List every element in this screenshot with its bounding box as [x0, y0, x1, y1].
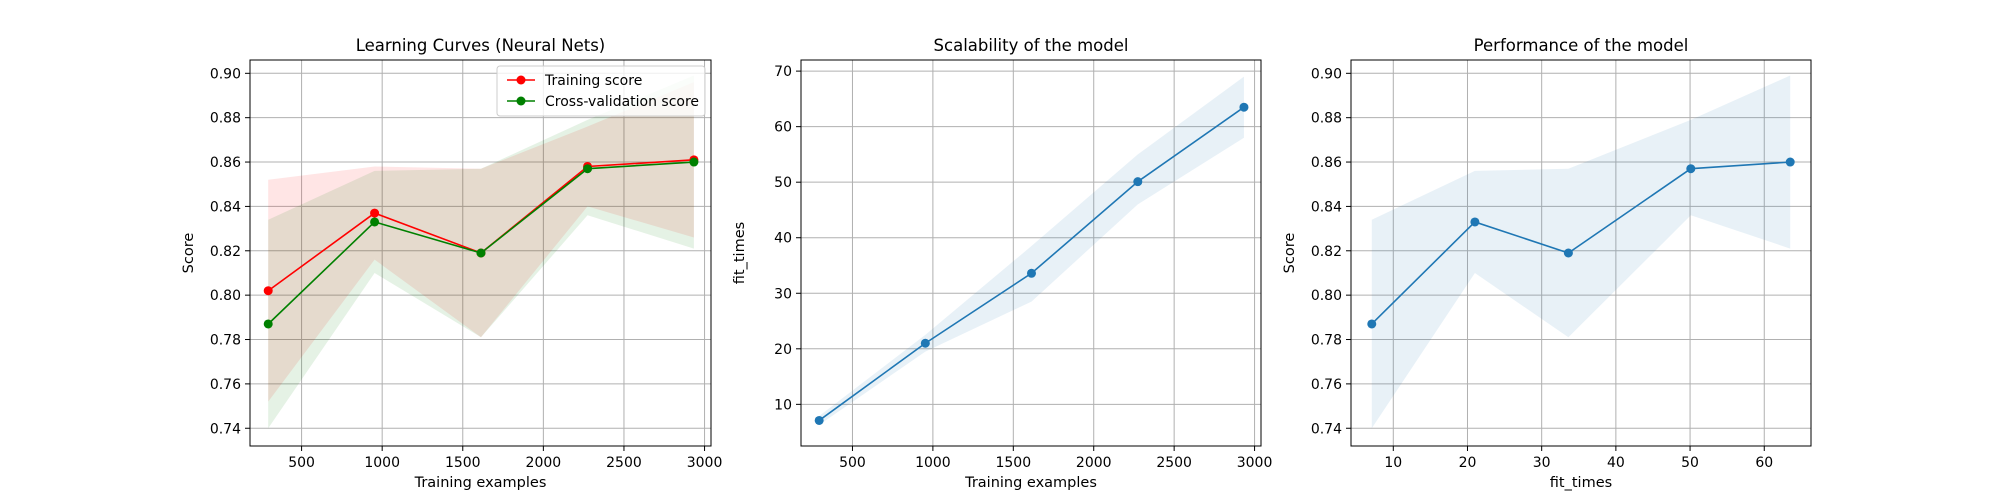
data-point — [583, 164, 593, 174]
y-tick-label: 0.90 — [210, 66, 241, 82]
data-point — [370, 217, 380, 227]
y-tick-label: 30 — [774, 286, 792, 302]
x-tick-label: 1000 — [915, 455, 951, 471]
y-tick-label: 0.86 — [1311, 155, 1342, 171]
chart-panel-2: 500 1000 1500 2000 2500 3000 10 20 30 40 50 60 70 Sca… — [732, 36, 1272, 491]
x-tick-label: 10 — [1384, 455, 1402, 471]
chart-panel-3: 10 20 30 40 50 60 0.74 0.76 0.78 0.80 0.82 0.84 0.86… — [1282, 36, 1812, 491]
confidence-band — [819, 76, 1244, 425]
data-point — [476, 248, 486, 258]
x-tick-label: 2000 — [1076, 455, 1112, 471]
y-tick-label: 0.84 — [1311, 199, 1342, 215]
y-tick-label: 0.80 — [210, 288, 241, 304]
data-point — [1785, 157, 1795, 167]
x-tick-label: 20 — [1459, 455, 1477, 471]
x-tick-label: 40 — [1607, 455, 1625, 471]
chart-title: Scalability of the model — [934, 36, 1129, 55]
x-axis-label: Training examples — [414, 475, 547, 491]
x-tick-label: 1500 — [445, 455, 481, 471]
y-axis-label: Score — [1282, 233, 1298, 274]
legend-marker — [516, 75, 526, 85]
y-tick-label: 0.86 — [210, 155, 241, 171]
y-tick-label: 20 — [774, 342, 792, 358]
legend-entry: Cross-validation score — [545, 94, 699, 110]
legend-marker — [516, 96, 526, 106]
y-tick-label: 0.88 — [1311, 111, 1342, 127]
y-tick-label: 0.90 — [1311, 66, 1342, 82]
y-tick-label: 0.78 — [1311, 333, 1342, 349]
x-tick-label: 1500 — [995, 455, 1031, 471]
x-tick-label: 500 — [839, 455, 866, 471]
data-point — [1470, 217, 1480, 227]
y-tick-label: 0.74 — [210, 421, 241, 437]
data-point — [370, 208, 380, 218]
chart-panel-1: 500 1000 1500 2000 2500 3000 0.74 0.76 0.78 0.80 0… — [181, 36, 722, 491]
data-point — [1686, 164, 1696, 174]
x-tick-label: 2000 — [526, 455, 562, 471]
y-tick-label: 0.82 — [210, 244, 241, 260]
x-tick-label: 2500 — [606, 455, 642, 471]
x-axis-label: fit_times — [1550, 475, 1612, 491]
x-tick-label: 3000 — [687, 455, 723, 471]
y-tick-label: 10 — [774, 397, 792, 413]
x-tick-label: 30 — [1533, 455, 1551, 471]
axes-frame — [249, 59, 712, 447]
data-point — [689, 157, 699, 167]
y-tick-label: 60 — [774, 120, 792, 136]
data-point — [920, 338, 930, 348]
data-point — [814, 415, 824, 425]
y-axis-label: fit_times — [732, 222, 748, 284]
axes-frame — [1350, 59, 1812, 447]
chart-title: Learning Curves (Neural Nets) — [356, 36, 606, 55]
confidence-band — [1371, 75, 1791, 429]
y-tick-label: 0.76 — [210, 377, 241, 393]
y-tick-label: 0.76 — [1311, 377, 1342, 393]
y-tick-label: 70 — [774, 64, 792, 80]
legend-box — [496, 65, 706, 117]
legend-entry: Training score — [544, 73, 642, 89]
axes-frame — [800, 59, 1262, 447]
x-tick-label: 3000 — [1237, 455, 1273, 471]
x-tick-label: 50 — [1681, 455, 1699, 471]
y-tick-label: 0.82 — [1311, 244, 1342, 260]
x-tick-label: 2500 — [1156, 455, 1192, 471]
data-point — [263, 319, 273, 329]
data-point — [1026, 268, 1036, 278]
data-point — [1133, 177, 1143, 187]
chart-title: Performance of the model — [1474, 36, 1689, 55]
y-axis-label: Score — [181, 233, 197, 274]
y-tick-label: 0.80 — [1311, 288, 1342, 304]
data-point — [1563, 248, 1573, 258]
y-tick-label: 50 — [774, 175, 792, 191]
x-tick-label: 60 — [1755, 455, 1773, 471]
y-tick-label: 0.88 — [210, 111, 241, 127]
data-point — [1239, 102, 1249, 112]
data-point — [263, 286, 273, 296]
x-tick-label: 1000 — [364, 455, 400, 471]
x-tick-label: 500 — [288, 455, 315, 471]
y-tick-label: 0.74 — [1311, 421, 1342, 437]
y-tick-label: 0.84 — [210, 199, 241, 215]
data-point — [1367, 319, 1377, 329]
x-axis-label: Training examples — [964, 475, 1097, 491]
legend: Training score Cross-validation score — [496, 65, 706, 117]
y-tick-label: 0.78 — [210, 333, 241, 349]
y-tick-label: 40 — [774, 231, 792, 247]
